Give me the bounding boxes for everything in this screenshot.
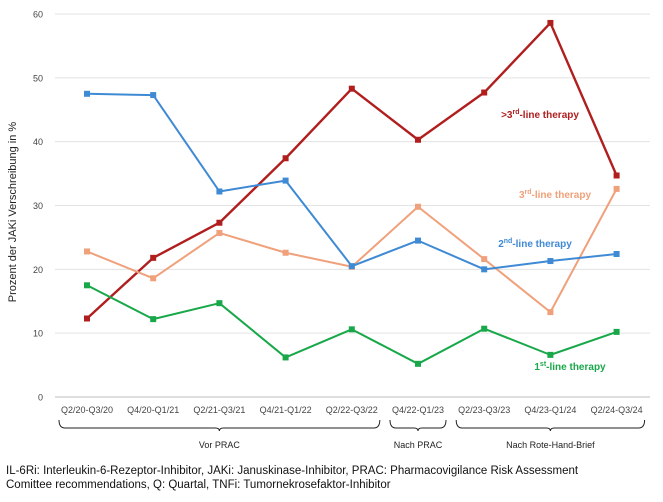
data-point — [216, 300, 223, 307]
y-tick-label: 10 — [33, 329, 43, 339]
y-tick-label: 40 — [33, 137, 43, 147]
data-point — [216, 219, 223, 226]
data-point — [613, 328, 620, 335]
x-tick-label: Q4/21-Q1/22 — [260, 405, 312, 415]
data-point — [613, 251, 620, 258]
data-point — [216, 188, 223, 195]
series-line — [86, 284, 617, 365]
x-tick-label: Q4/23-Q1/24 — [524, 405, 576, 415]
data-point — [348, 326, 355, 333]
footnote-line-2: Comittee recommendations, Q: Quartal, TN… — [6, 479, 391, 491]
series-labels: >3rd-line therapy 3rd-line therapy 2nd-lin… — [498, 109, 606, 373]
data-point — [415, 237, 421, 244]
footnote-line-1: IL-6Ri: Interleukin-6-Rezeptor-Inhibitor… — [6, 465, 579, 477]
data-point — [547, 351, 554, 358]
data-point — [282, 354, 289, 361]
group-bracket — [455, 419, 646, 432]
x-tick-label: Q2/23-Q3/23 — [458, 405, 510, 415]
x-tick-label: Q4/20-Q1/21 — [127, 405, 179, 415]
x-axis-groups: Vor PRAC Nach PRAC Nach Rote-Hand-Brief — [58, 419, 646, 450]
data-point — [348, 85, 355, 92]
y-tick-label: 30 — [33, 201, 43, 211]
data-point — [415, 203, 421, 210]
y-axis-label: Prozent der JAKi Verschreibung in % — [7, 122, 19, 303]
data-point — [216, 229, 223, 236]
series-label: >3rd-line therapy — [501, 109, 579, 121]
x-tick-label: Q2/24-Q3/24 — [591, 405, 643, 415]
data-point — [84, 248, 90, 255]
group-bracket — [389, 419, 447, 432]
x-tick-label: Q2/21-Q3/21 — [193, 405, 245, 415]
y-tick-label: 60 — [33, 10, 43, 20]
data-point — [481, 325, 488, 332]
data-point — [84, 90, 90, 97]
x-tick-label: Q2/22-Q3/22 — [326, 405, 378, 415]
y-axis-ticks: 0 10 20 30 40 50 60 — [33, 10, 43, 403]
data-point — [282, 155, 289, 162]
data-point — [547, 19, 554, 26]
series-label: 2nd-line therapy — [498, 238, 572, 250]
series-lines — [84, 19, 620, 367]
group-label: Vor PRAC — [199, 440, 241, 450]
data-point — [348, 263, 355, 270]
data-point — [84, 282, 90, 289]
data-point — [481, 89, 488, 96]
group-bracket — [58, 419, 381, 432]
series-line — [86, 21, 618, 320]
data-point — [150, 275, 157, 282]
x-tick-label: Q4/22-Q1/23 — [392, 405, 444, 415]
grid-lines — [55, 13, 650, 398]
y-tick-label: 0 — [38, 393, 43, 403]
x-axis-ticks: Q2/20-Q3/20 Q4/20-Q1/21 Q2/21-Q3/21 Q4/21-Q… — [61, 405, 643, 415]
data-point — [282, 177, 289, 184]
series-label: 3rd-line therapy — [519, 189, 591, 201]
data-point — [415, 360, 421, 367]
data-point — [481, 266, 488, 273]
group-label: Nach Rote-Hand-Brief — [506, 440, 595, 450]
data-point — [150, 254, 157, 261]
group-label: Nach PRAC — [394, 440, 443, 450]
footnote: IL-6Ri: Interleukin-6-Rezeptor-Inhibitor… — [6, 464, 656, 492]
data-point — [150, 92, 157, 99]
series-label: 1st-line therapy — [534, 361, 606, 373]
data-point — [84, 315, 90, 322]
data-point — [415, 136, 421, 143]
x-tick-label: Q2/20-Q3/20 — [61, 405, 113, 415]
data-point — [481, 256, 488, 263]
data-point — [150, 316, 157, 323]
y-tick-label: 20 — [33, 265, 43, 275]
data-point — [547, 258, 554, 265]
y-tick-label: 50 — [33, 73, 43, 83]
data-point — [613, 185, 620, 192]
data-point — [282, 249, 289, 256]
data-point — [613, 172, 620, 179]
data-point — [547, 309, 554, 316]
